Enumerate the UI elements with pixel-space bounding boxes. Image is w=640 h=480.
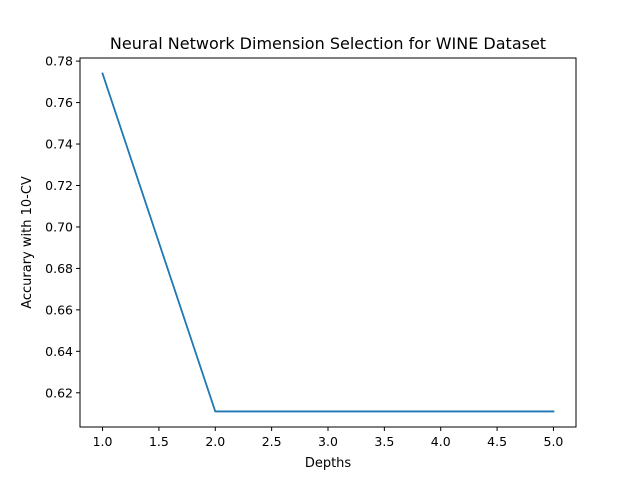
x-tick-label: 5.0 bbox=[544, 434, 564, 449]
x-tick-label: 4.5 bbox=[487, 434, 507, 449]
chart-title: Neural Network Dimension Selection for W… bbox=[110, 34, 546, 53]
x-tick-label: 1.5 bbox=[149, 434, 169, 449]
plot-frame bbox=[79, 57, 577, 428]
y-tick-label: 0.78 bbox=[45, 54, 73, 69]
x-tick-label: 3.5 bbox=[374, 434, 394, 449]
series-group bbox=[101, 72, 555, 413]
y-tick-label: 0.64 bbox=[45, 344, 73, 359]
tick-group: 1.0 1.5 2.0 2.5 3.0 3.5 4.0 4.5 5.0 0.62 0.64 0.66 0… bbox=[45, 54, 563, 449]
series-line bbox=[101, 72, 555, 413]
y-tick-label: 0.74 bbox=[45, 137, 73, 152]
y-tick-label: 0.76 bbox=[45, 95, 73, 110]
x-tick-label: 2.0 bbox=[205, 434, 225, 449]
x-axis-label: Depths bbox=[305, 456, 352, 471]
x-tick-label: 1.0 bbox=[93, 434, 113, 449]
x-tick-label: 4.0 bbox=[431, 434, 451, 449]
x-tick-label: 3.0 bbox=[318, 434, 338, 449]
y-axis-label: Accurary with 10-CV bbox=[20, 176, 35, 309]
y-tick-label: 0.72 bbox=[45, 178, 73, 193]
x-tick-label: 2.5 bbox=[262, 434, 282, 449]
y-tick-label: 0.66 bbox=[45, 302, 73, 317]
y-tick-label: 0.62 bbox=[45, 385, 73, 400]
y-tick-label: 0.68 bbox=[45, 261, 73, 276]
y-tick-label: 0.70 bbox=[45, 219, 73, 234]
